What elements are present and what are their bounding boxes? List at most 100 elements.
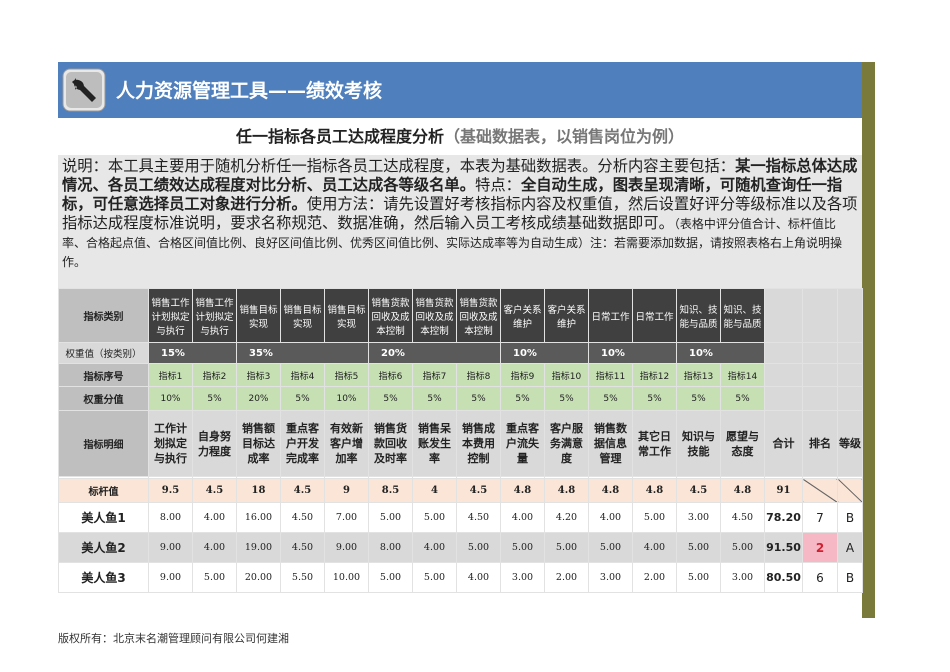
grade-cell: B [837,502,863,533]
score-cell: 4.00 [456,562,501,593]
score-cell: 4.00 [632,532,677,563]
subtitle-note: （基础数据表，以销售岗位为例） [444,127,685,146]
benchmark-cell: 18 [236,478,281,503]
score-cell: 5.00 [588,532,633,563]
weight-cell: 10% [676,342,765,364]
index-cell: 指标5 [324,363,369,387]
weight-score-cell: 10% [324,386,369,411]
weight-score-cell: 5% [192,386,237,411]
description: 说明：本工具主要用于随机分析任一指标各员工达成程度，本表为基础数据表。分析内容主… [58,155,862,288]
score-cell: 4.00 [588,502,633,533]
index-cell: 指标13 [676,363,721,387]
detail-row: 指标明细 工作计划拟定与执行 自身努力程度 销售额目标达成率 重点客户开发完成率 有效新客… [58,410,863,477]
empty-cell [764,363,803,387]
row-label: 指标明细 [58,410,149,477]
index-cell: 指标3 [236,363,281,387]
score-cell: 5.00 [412,502,457,533]
score-cell: 19.00 [236,532,281,563]
benchmark-cell: 9 [324,478,369,503]
score-cell: 4.00 [500,502,545,533]
weight-score-cell: 5% [720,386,765,411]
footer: 版权所有：北京末名潮管理顾问有限公司何建湘 [58,632,289,645]
subtitle: 任一指标各员工达成程度分析（基础数据表，以销售岗位为例） [58,118,862,155]
score-cell: 5.00 [412,562,457,593]
score-cell: 4.00 [192,532,237,563]
detail-cell: 自身努力程度 [192,410,237,477]
employee-name: 美人鱼3 [58,562,149,593]
score-cell: 8.00 [368,532,413,563]
index-row: 指标序号 指标1 指标2 指标3 指标4 指标5 指标6 指标7 指标8 指标9 指标10 指标11 指… [58,363,863,387]
score-cell: 16.00 [236,502,281,533]
benchmark-cell: 4.8 [720,478,765,503]
empty-cell [802,288,838,343]
detail-cell: 知识与技能 [676,410,721,477]
score-cell: 5.00 [676,562,721,593]
detail-cell: 愿望与态度 [720,410,765,477]
benchmark-row: 标杆值 9.5 4.5 18 4.5 9 8.5 4 4.5 4.8 4.8 4.8 4.8 4.5 4.8… [58,478,863,503]
weight-score-cell: 5% [500,386,545,411]
score-cell: 7.00 [324,502,369,533]
total-cell: 91.50 [764,532,803,563]
rank-cell: 2 [802,532,838,563]
score-cell: 20.00 [236,562,281,593]
category-cell: 知识、技能与品质 [720,288,765,343]
empty-cell [802,478,838,503]
score-cell: 5.00 [456,532,501,563]
empty-cell [764,288,803,343]
score-cell: 5.00 [368,562,413,593]
weight-cell: 10% [588,342,677,364]
benchmark-total: 91 [764,478,803,503]
detail-cell: 销售数据信息管理 [588,410,633,477]
benchmark-cell: 4.5 [456,478,501,503]
category-cell: 销售目标实现 [236,288,281,343]
weight-score-cell: 5% [368,386,413,411]
benchmark-cell: 4 [412,478,457,503]
total-cell: 80.50 [764,562,803,593]
weight-score-cell: 5% [456,386,501,411]
empty-cell [837,363,863,387]
index-cell: 指标2 [192,363,237,387]
benchmark-cell: 4.8 [500,478,545,503]
rank-header: 排名 [802,410,838,477]
subtitle-main: 任一指标各员工达成程度分析 [235,127,444,146]
detail-cell: 客户服务满意度 [544,410,589,477]
detail-cell: 销售额目标达成率 [236,410,281,477]
index-cell: 指标11 [588,363,633,387]
wrench-icon [62,68,106,112]
row-label: 指标序号 [58,363,149,387]
category-cell: 销售货款回收及成本控制 [368,288,413,343]
score-cell: 9.00 [324,532,369,563]
weight-score-row: 权重分值 10% 5% 20% 5% 10% 5% 5% 5% 5% 5% 5% 5% 5% 5% [58,386,863,411]
detail-cell: 重点客户开发完成率 [280,410,325,477]
weight-row: 权重值（按类别） 15% 35% 20% 10% 10% 10% [58,342,863,364]
weight-score-cell: 5% [588,386,633,411]
score-cell: 4.50 [280,502,325,533]
category-cell: 知识、技能与品质 [676,288,721,343]
description-segment: 全自动生成，图表呈现清晰，可随机查询任一指标，可任意选择员工对象进行分析。 [62,176,843,213]
index-cell: 指标14 [720,363,765,387]
title: 人力资源管理工具——绩效考核 [116,80,383,102]
score-cell: 3.00 [588,562,633,593]
category-cell: 销售目标实现 [324,288,369,343]
score-cell: 5.00 [544,532,589,563]
description-segment: （表格中评分值合计、标杆值比率、合格起点值、合格区间值比例、良好区间值比例、优秀… [62,217,843,269]
weight-score-cell: 5% [676,386,721,411]
category-cell: 销售货款回收及成本控制 [456,288,501,343]
empty-cell [764,386,803,411]
row-label: 指标类别 [58,288,149,343]
detail-cell: 其它日常工作 [632,410,677,477]
index-cell: 指标1 [148,363,193,387]
score-cell: 5.00 [676,532,721,563]
category-cell: 销售货款回收及成本控制 [412,288,457,343]
weight-score-cell: 5% [632,386,677,411]
empty-cell [837,288,863,343]
employee-name: 美人鱼1 [58,502,149,533]
score-cell: 3.00 [676,502,721,533]
score-cell: 9.00 [148,532,193,563]
benchmark-cell: 4.8 [632,478,677,503]
detail-cell: 销售货款回收及时率 [368,410,413,477]
total-header: 合计 [764,410,803,477]
weight-score-cell: 5% [544,386,589,411]
employee-name: 美人鱼2 [58,532,149,563]
